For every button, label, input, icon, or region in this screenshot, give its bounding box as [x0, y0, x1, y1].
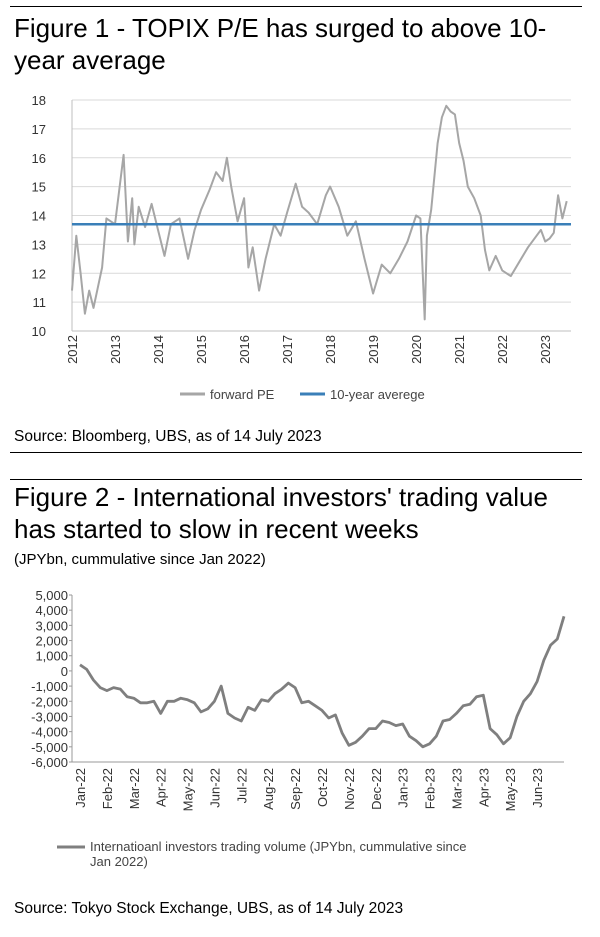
figure2-x-tick-label: Mar-23 [449, 768, 464, 809]
figure2-legend: Internatioanl investors trading volume (… [57, 839, 466, 869]
figure2-y-tick-label: -5,000 [31, 740, 68, 755]
figure1-y-tick-label: 11 [33, 295, 47, 310]
figure2-y-tick-label: 0 [61, 664, 68, 679]
ten-year-average-legend-label: 10-year averege [330, 387, 425, 402]
figure1-y-tick-label: 16 [32, 151, 46, 166]
figure2-subtitle: (JPYbn, cummulative since Jan 2022) [14, 551, 266, 568]
figure2-x-tick-label: Nov-22 [342, 768, 357, 810]
figure2-title-rule [10, 479, 582, 480]
figure2-x-tick-label: Feb-23 [423, 768, 438, 809]
figure1-x-ticks: 2012 2013 2014 2015 2016 2017 2018 2019 2020 2021… [65, 335, 553, 364]
figure1-x-tick-label: 2012 [65, 335, 80, 364]
figure1-y-tick-label: 13 [32, 237, 46, 252]
figure2-chart: 5,0004,0003,0002,0001,0000-1,000-2,000-3… [31, 588, 566, 869]
figure2-y-tick-label: 1,000 [35, 649, 68, 664]
international-investors-line [79, 615, 566, 749]
figure1-source: Source: Bloomberg, UBS, as of 14 July 20… [14, 428, 322, 445]
figure1-series [71, 104, 571, 321]
figure2-y-tick-label: 4,000 [35, 603, 68, 618]
figure1-x-tick-label: 2020 [409, 335, 424, 364]
figure1-y-tick-label: 18 [32, 93, 46, 108]
figure2-y-tick-label: -6,000 [31, 755, 68, 770]
figure1-title: Figure 1 - TOPIX P/E has surged to above… [14, 13, 547, 75]
figure2-x-tick-label: May-22 [181, 768, 196, 811]
figure1-x-tick-label: 2014 [151, 335, 166, 364]
figure1-legend: forward PE 10-year averege [180, 387, 425, 402]
figure1-y-tick-label: 14 [32, 209, 46, 224]
figure1-y-tick-label: 17 [32, 122, 46, 137]
figure2-legend-line2: Jan 2022) [90, 854, 148, 869]
figure1-y-tick-label: 10 [32, 324, 46, 339]
figure1-x-tick-label: 2015 [194, 335, 209, 364]
figure1-x-tick-label: 2021 [452, 335, 467, 364]
figure1-y-tick-label: 12 [32, 266, 46, 281]
figure2-x-tick-label: Aug-22 [261, 768, 276, 810]
figure2-y-tick-label: -2,000 [31, 694, 68, 709]
figure2-top-rule [10, 452, 582, 453]
figure2-x-tick-label: Apr-22 [154, 768, 169, 807]
figure1-top-rule [10, 6, 582, 7]
figure2-y-tick-label: -1,000 [31, 679, 68, 694]
figure2-x-tick-label: Feb-22 [100, 768, 115, 809]
figure2-x-ticks: Jan-22 Feb-22 Mar-22 Apr-22 May-22 Jun-22 Jul-… [73, 768, 545, 811]
figure2-y-tick-label: 2,000 [35, 634, 68, 649]
figure2-x-tick-label: Sep-22 [288, 768, 303, 810]
figure1-x-tick-label: 2017 [280, 335, 295, 364]
figure2-x-tick-label: Jun-22 [207, 768, 222, 808]
figure2-y-tick-label: 3,000 [35, 618, 68, 633]
figure2-x-tick-label: Mar-22 [127, 768, 142, 809]
figure2-source: Source: Tokyo Stock Exchange, UBS, as of… [14, 900, 404, 917]
figure2-x-tick-label: Jul-22 [234, 768, 249, 803]
figure2-legend-line1: Internatioanl investors trading volume (… [90, 839, 466, 854]
forward-pe-line [71, 104, 568, 321]
figure2-x-tick-label: May-23 [503, 768, 518, 811]
figure2-y-tick-label: -3,000 [31, 709, 68, 724]
figure2-x-tick-label: Jan-23 [396, 768, 411, 808]
figure1-x-tick-label: 2022 [495, 335, 510, 364]
figure2-title: Figure 2 - International investors' trad… [14, 482, 548, 544]
figure1-x-tick-label: 2018 [323, 335, 338, 364]
figure2-x-tick-label: Oct-22 [315, 768, 330, 807]
figure1-x-tick-label: 2019 [366, 335, 381, 364]
figure2-y-ticks: 5,0004,0003,0002,0001,0000-1,000-2,000-3… [31, 588, 68, 770]
figure1-x-tick-label: 2016 [237, 335, 252, 364]
figure2-y-tick-label: 5,000 [35, 588, 68, 603]
figure2-series [79, 615, 566, 749]
figure2-x-tick-label: Dec-22 [369, 768, 384, 810]
figure2-x-tick-label: Jan-22 [73, 768, 88, 808]
figure2-axes [69, 594, 564, 763]
figure2-x-tick-label: Apr-23 [476, 768, 491, 807]
figure1-y-tick-label: 15 [32, 180, 46, 195]
figure2-legend-label: Internatioanl investors trading volume (… [90, 839, 466, 869]
figure1-y-ticks: 10 11 12 13 14 15 16 17 18 [32, 93, 46, 339]
figure1-x-tick-label: 2023 [538, 335, 553, 364]
figure2-y-tick-label: -4,000 [31, 725, 68, 740]
figure2-x-tick-label: Jun-23 [530, 768, 545, 808]
figure1-gridlines [71, 99, 571, 332]
forward-pe-legend-label: forward PE [210, 387, 275, 402]
figure1-x-tick-label: 2013 [108, 335, 123, 364]
